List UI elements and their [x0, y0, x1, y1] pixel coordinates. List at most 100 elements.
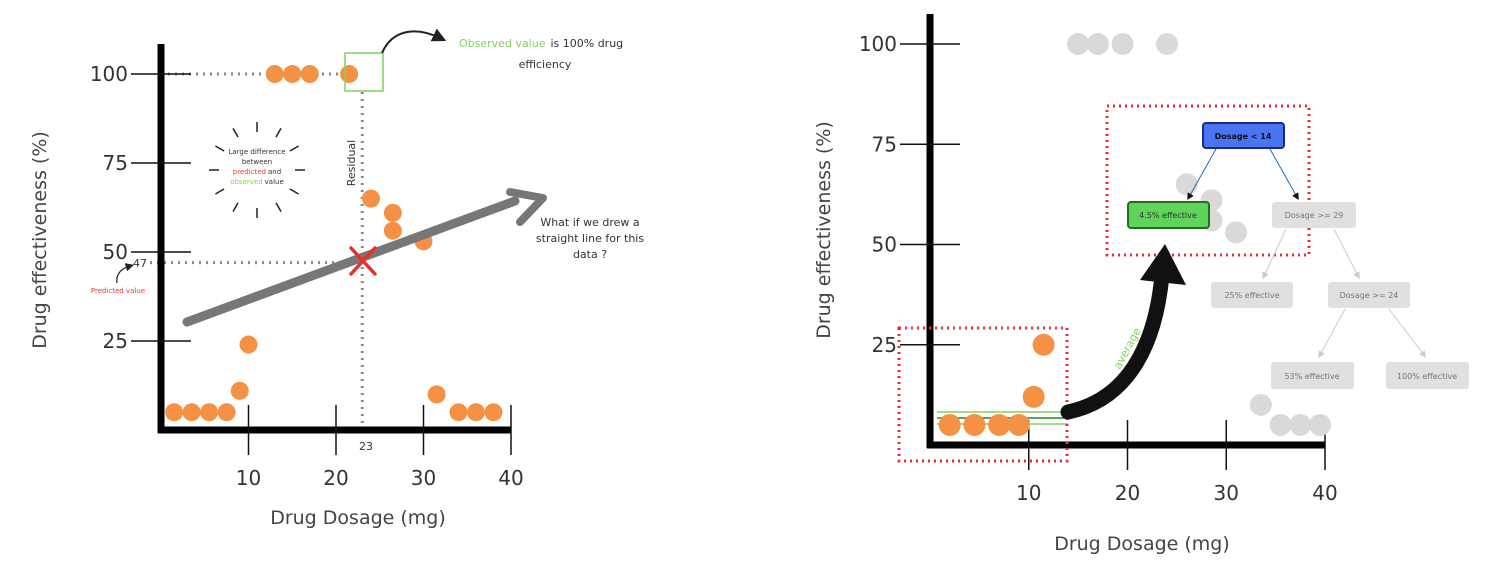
burst-line: [232, 128, 239, 138]
data-point: [938, 413, 961, 436]
data-point: [427, 385, 446, 404]
data-point: [988, 413, 1011, 436]
data-point: [165, 403, 184, 422]
data-point: [1249, 393, 1272, 416]
burst-line: [275, 202, 282, 212]
x-tick-label: 40: [1312, 481, 1337, 505]
data-point: [383, 221, 402, 240]
data-point: [383, 203, 402, 222]
data-point: [283, 65, 302, 83]
y-axis-title: Drug effectiveness (%): [29, 131, 51, 349]
x-tick-label: 10: [1016, 481, 1041, 505]
data-point: [200, 403, 219, 422]
tree-rr-right-leaf: [1386, 362, 1469, 389]
data-point: [1007, 413, 1030, 436]
axis-ticks: 25 50 75 100 10 20 30 40: [859, 32, 1338, 505]
observed-note-rest: is 100% drug: [550, 37, 623, 50]
tree-rr-left-leaf: [1271, 362, 1354, 389]
predicted-curved-arrow: [116, 263, 135, 284]
x-tick-label: 10: [236, 466, 261, 490]
data-point: [1067, 33, 1090, 55]
data-point: [467, 403, 485, 422]
observed-note-highlight: Observed value: [459, 37, 546, 50]
y-tick-label: 25: [872, 333, 897, 357]
burst-value-word: value: [265, 178, 284, 186]
tree-left-leaf-label: 4.5% effective: [1139, 211, 1197, 220]
data-point: [1111, 33, 1134, 55]
data-point: [963, 413, 986, 436]
x-tick-label: 30: [411, 466, 436, 490]
tree-right-left-label: 25% effective: [1224, 291, 1279, 300]
line-note-3: data ?: [573, 248, 607, 261]
burst-and-word: and: [268, 168, 281, 176]
y-tick-label: 100: [859, 32, 897, 56]
average-arrowhead: [1140, 244, 1186, 285]
tree-right-left-leaf: [1211, 282, 1293, 308]
data-point: [239, 335, 258, 354]
tree-rr-right-label: 100% effective: [1397, 372, 1457, 381]
x-tick-label: 30: [1214, 481, 1239, 505]
text-labels: Drug Dosage (mg) Drug effectiveness (%): [813, 121, 1230, 555]
observed-note: Observed value is 100% drug: [459, 37, 623, 50]
straight-line-arrow: [182, 196, 520, 327]
burst-note-2: between: [242, 158, 272, 166]
residual-label: Residual: [345, 140, 358, 186]
data-points: [938, 33, 1332, 436]
tree-root-label: Dosage < 14: [1215, 132, 1272, 141]
data-point: [182, 403, 201, 422]
decision-tree: Dosage < 14 4.5% effective Dosage >= 29 …: [1127, 122, 1469, 389]
line-note-1: What if we drew a: [540, 216, 639, 229]
burst-line: [215, 188, 225, 195]
y-tick-label: 75: [103, 151, 128, 175]
x-tick-label: 40: [498, 466, 523, 490]
y-tick-label: 75: [872, 132, 897, 156]
predicted-cross: [349, 246, 377, 276]
data-point: [265, 65, 284, 83]
burst-lines: [209, 122, 305, 218]
data-point: [340, 65, 359, 83]
observed-curved-arrow: [381, 28, 447, 54]
burst-predicted-word: predicted: [233, 168, 266, 176]
axes: [157, 44, 511, 434]
y-tick-label: 50: [872, 233, 897, 257]
x-axis-title: Drug Dosage (mg): [1054, 533, 1230, 555]
line-note-2: straight line for this: [536, 232, 644, 245]
burst-line: [215, 145, 225, 152]
tree-root-node: [1202, 122, 1285, 149]
data-point: [300, 65, 319, 83]
y-tick-label: 50: [103, 240, 128, 264]
data-point: [1309, 413, 1332, 436]
data-point: [230, 381, 249, 400]
observed-value-box: [344, 52, 384, 92]
burst-observed-word: observed: [230, 178, 262, 186]
tree-left-leaf: [1127, 201, 1210, 229]
data-point: [217, 403, 236, 422]
data-point: [1032, 333, 1055, 356]
x-axis-title: Drug Dosage (mg): [270, 507, 446, 529]
data-point: [362, 189, 380, 208]
tree-right-node: [1272, 202, 1356, 228]
predicted-value-label: Predicted value: [91, 287, 145, 295]
annotations: [116, 28, 547, 327]
y-tick-label: 25: [103, 329, 128, 353]
observed-note-line2: efficiency: [519, 58, 572, 71]
x-tick-label: 20: [323, 466, 348, 490]
data-point: [1086, 33, 1109, 55]
burst-note-1: Large difference: [228, 148, 285, 156]
data-point: [1022, 385, 1045, 408]
tree-right-label: Dosage >= 29: [1285, 211, 1344, 220]
burst-line: [289, 188, 299, 195]
reference-lines: [150, 72, 364, 425]
data-point: [1289, 413, 1312, 436]
marked-x-label: 23: [359, 440, 373, 453]
burst-line: [289, 145, 299, 152]
axis-ticks: 25 50 75 100 10 20 30 40: [90, 62, 524, 490]
burst-note-3: predicted and: [233, 168, 281, 176]
tree-right-right-node: [1328, 282, 1410, 308]
regression-line-chart: 25 50 75 100 10 20 30 40 Drug Dosage (mg) Drug …: [29, 28, 644, 529]
x-tick-label: 20: [1115, 481, 1140, 505]
burst-note-4: observed value: [230, 178, 284, 186]
data-point: [1156, 33, 1178, 55]
